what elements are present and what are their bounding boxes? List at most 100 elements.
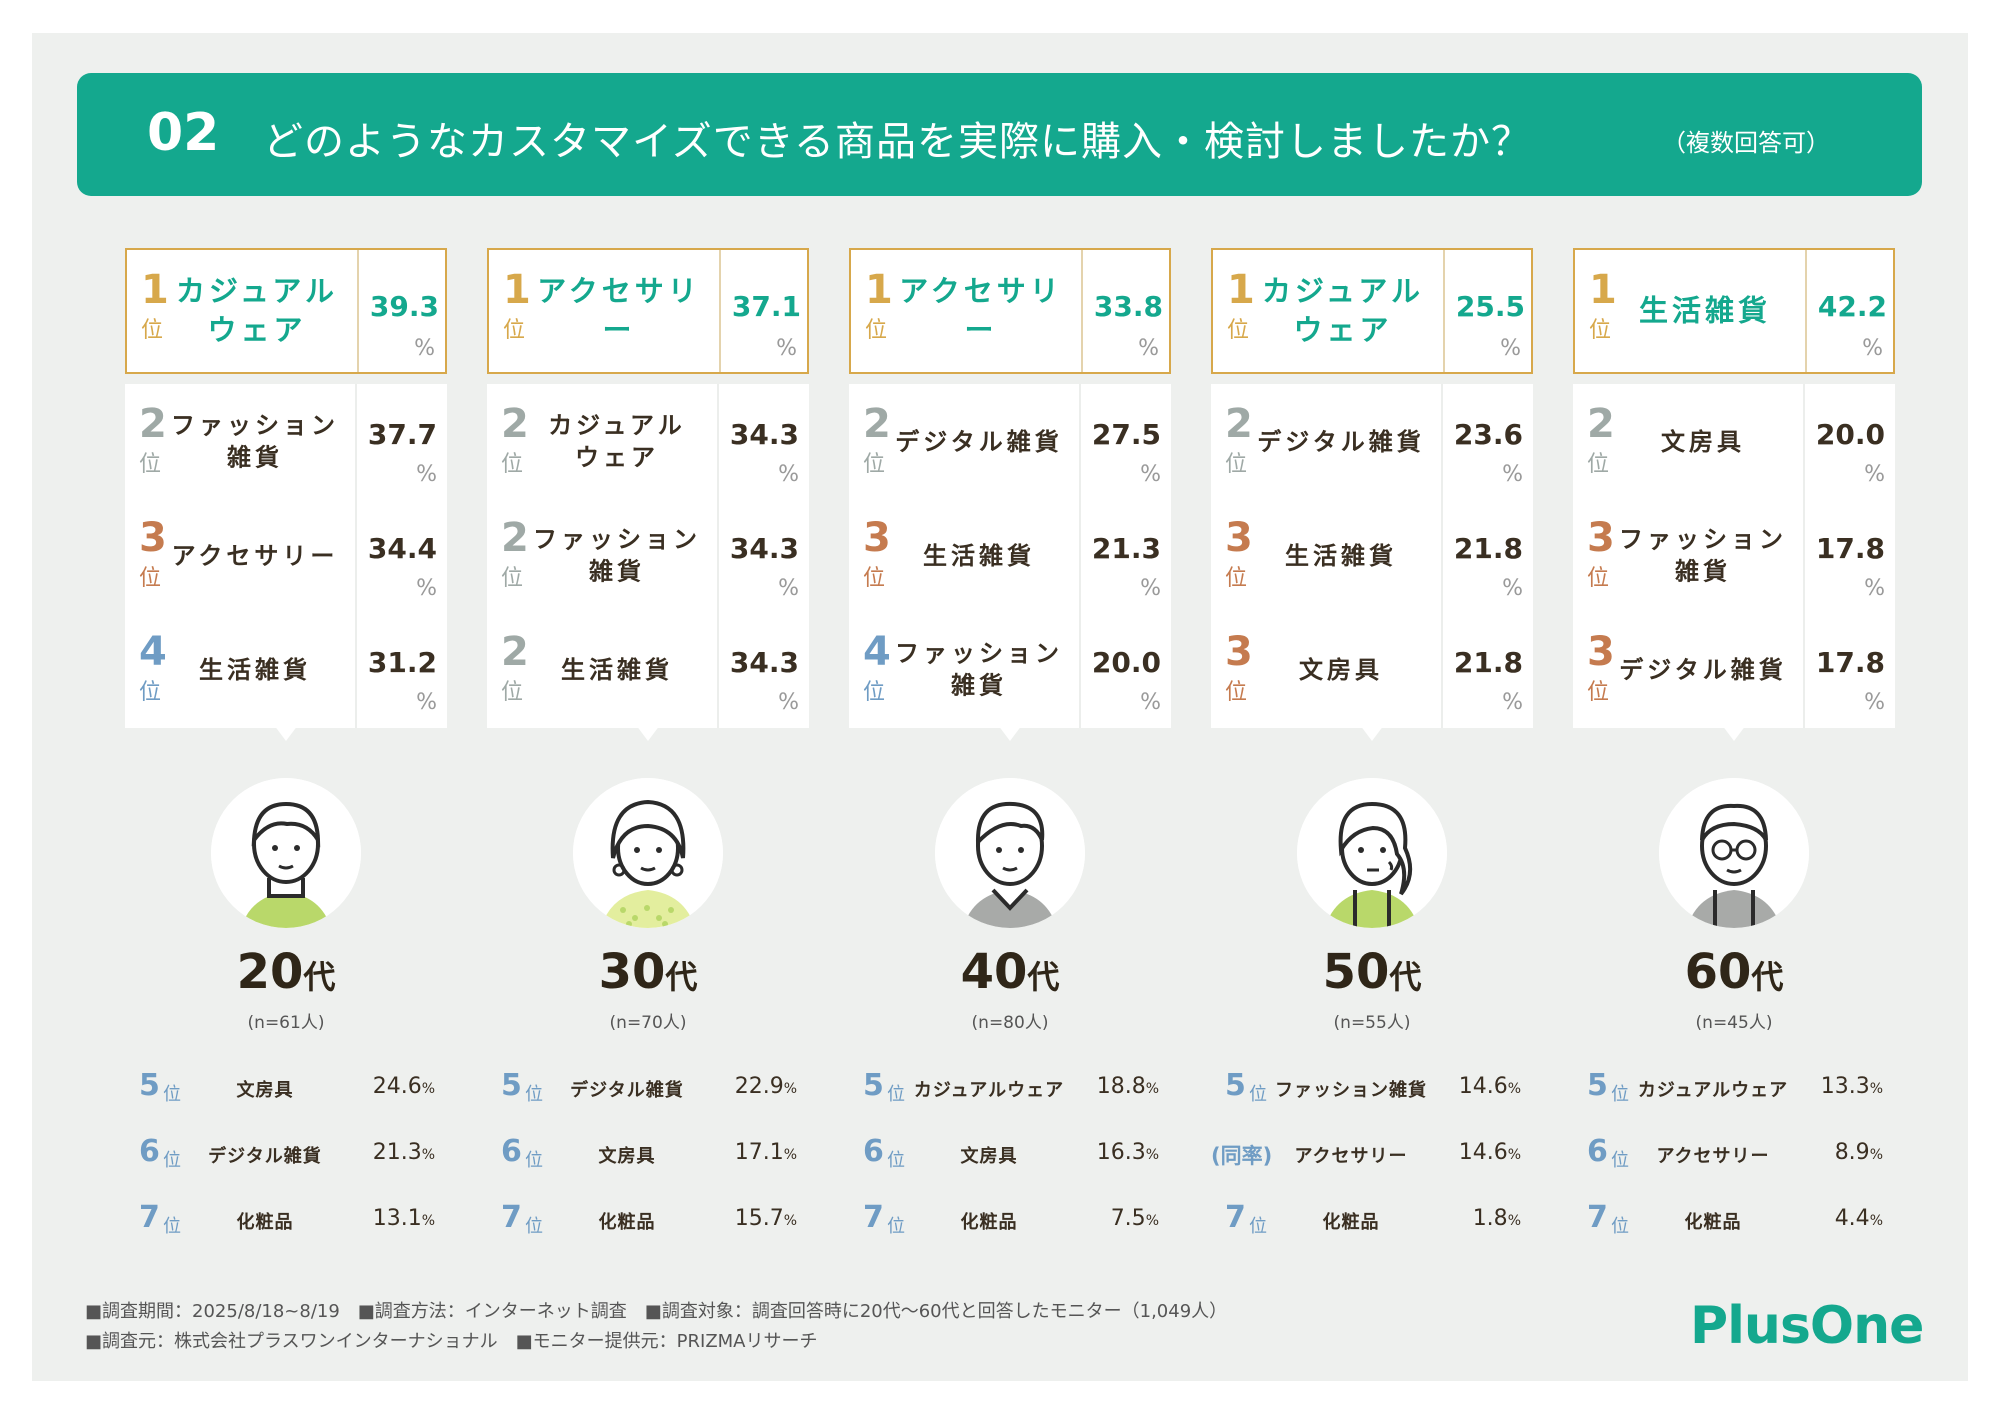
rank-item-label: 化粧品 [1322,1212,1380,1233]
rank-number: 3 [1225,629,1253,675]
rank-position-label: 位 [525,1150,543,1171]
rank-number: 1 [1227,267,1255,313]
speech-pointer [1716,717,1752,741]
age-number: 20 [236,944,304,1000]
rank-item-label: ファッション 雑貨 [1619,525,1787,586]
age-suffix: 代 [303,958,336,996]
rank-position-label: 位 [1589,318,1612,343]
rank-item-label: デジタル雑貨 [895,427,1063,456]
rank-value: 1.8% [1431,1206,1521,1231]
card-divider [355,498,357,614]
percent-unit: % [783,1213,797,1229]
rank-item-label: 生活雑貨 [199,655,311,684]
rank-number: 6 [863,1134,884,1169]
rank-number: 4 [139,629,167,675]
rank-number: 3 [863,515,891,561]
middle-aged-woman-icon [1297,778,1447,928]
rank-item-label: 文房具 [236,1080,294,1101]
lower-rank-row: 5 位ファッション雑貨 14.6% [1211,1066,1533,1106]
age-group-label: 50代 [1211,944,1533,1000]
rank-position-label: 位 [1587,566,1610,591]
rank-number: 6 [139,1134,160,1169]
rank-number: 2 [1587,401,1615,447]
rank-item-label: 生活雑貨 [1638,293,1771,328]
rank-value: 4.4% [1793,1206,1883,1231]
card-divider [355,384,357,500]
card-divider [1441,612,1443,728]
rank-position-label: 位 [141,318,164,343]
card-divider [1443,250,1445,372]
percent-unit: % [1869,1213,1883,1229]
age-group-label: 30代 [487,944,809,1000]
rank-item-label: ファッション 雑貨 [533,525,701,586]
rank-card: 4 位ファッション 雑貨 20.0% [849,612,1171,728]
lower-rank-row: 5 位 デジタル雑貨 22.9% [487,1066,809,1106]
rank-item-label: 生活雑貨 [1285,541,1397,570]
footer-line-2: ■調査元：株式会社プラスワンインターナショナル ■モニター提供元：PRIZMAリ… [85,1331,818,1352]
plusone-logo: PlusOne [1690,1296,1924,1356]
percent-unit: % [416,462,437,487]
percent-unit: % [1864,690,1885,715]
rank-value: 20.0 [1091,646,1161,679]
rank-number: 1 [1589,267,1617,313]
lower-rank-row: 6 位 文房具 17.1% [487,1132,809,1172]
rank-card: 2 位 文房具 20.0% [1573,384,1895,500]
lower-rank-row: 7 位 化粧品 4.4% [1573,1198,1895,1238]
rank-position-label: 位 [525,1216,543,1237]
rank-value: 24.6% [345,1074,435,1099]
percent-unit: % [778,690,799,715]
rank-value: 37.1 [731,290,801,323]
rank-position-label: 位 [1611,1216,1629,1237]
rank-value: 14.6% [1431,1140,1521,1165]
rank-item-label: 化粧品 [236,1212,294,1233]
rank-value: 13.3% [1793,1074,1883,1099]
sample-size: (n=80人) [971,1013,1049,1033]
rank-position-label: 位 [1249,1084,1267,1105]
rank-number: 5 [863,1068,884,1103]
percent-unit: % [1500,336,1521,361]
age-suffix: 代 [665,958,698,996]
card-divider [1805,250,1807,372]
rank-value: 37.7 [367,418,437,451]
rank-position-label: 位 [887,1150,905,1171]
percent-unit: % [1507,1213,1521,1229]
footer-line-1: ■調査期間：2025/8/18~8/19 ■調査方法：インターネット調査 ■調査… [85,1301,1228,1322]
rank-number: 5 [139,1068,160,1103]
percent-unit: % [414,336,435,361]
older-man-with-glasses-icon [1659,778,1809,928]
percent-unit: % [778,576,799,601]
rank-value-number: 13.3 [1820,1074,1870,1099]
rank-value: 33.8 [1093,290,1163,323]
percent-unit: % [1502,576,1523,601]
percent-unit: % [416,690,437,715]
rank-value-number: 8.9 [1834,1140,1870,1165]
rank-value: 21.3% [345,1140,435,1165]
speech-pointer [630,717,666,741]
rank-number: 7 [501,1200,522,1235]
rank-value: 17.8 [1815,646,1885,679]
rank-number: 1 [865,267,893,313]
rank-number: 5 [1587,1068,1608,1103]
rank-item-label: 文房具 [598,1146,656,1167]
older-man-with-glasses-icon [1659,778,1809,928]
rank-number: 4 [863,629,891,675]
rank-item-label: アクセサリー [899,273,1063,347]
lower-rank-row: 6 位 文房具 16.3% [849,1132,1171,1172]
percent-unit: % [1138,336,1159,361]
rank-item-label: カジュアル ウェア [548,411,686,472]
rank-value-number: 17.1 [734,1140,784,1165]
speech-pointer [1354,717,1390,741]
percent-unit: % [1140,576,1161,601]
rank-card: 1 位アクセサリー 33.8% [849,248,1171,374]
percent-unit: % [1864,576,1885,601]
rank-position-label: 位 [863,452,886,477]
survey-footer: ■調査期間：2025/8/18~8/19 ■調査方法：インターネット調査 ■調査… [85,1297,1227,1357]
rank-position-label: 位 [163,1150,181,1171]
rank-position-label: 位 [887,1216,905,1237]
sample-size: (n=61人) [247,1013,325,1033]
rank-item-label: 化粧品 [960,1212,1018,1233]
card-divider [717,612,719,728]
lower-rank-row: 7 位 化粧品 1.8% [1211,1198,1533,1238]
question-note: （複数回答可） [1662,129,1830,157]
lower-rank-row: 7 位 化粧品 7.5% [849,1198,1171,1238]
